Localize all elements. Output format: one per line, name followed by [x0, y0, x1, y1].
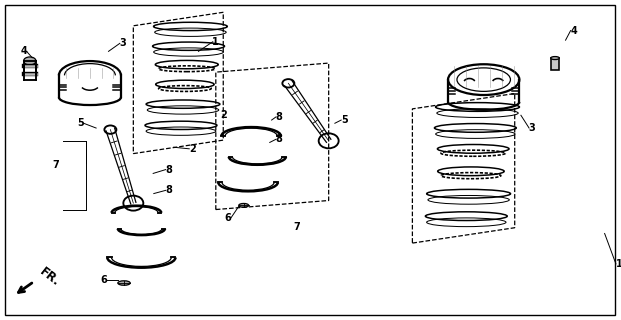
Bar: [551, 58, 560, 70]
Text: 8: 8: [165, 185, 172, 195]
Text: 1: 1: [212, 37, 219, 47]
Text: 8: 8: [165, 164, 172, 175]
Text: 4: 4: [570, 26, 577, 36]
Text: 6: 6: [225, 212, 232, 222]
Text: FR.: FR.: [37, 265, 62, 289]
Text: 2: 2: [189, 144, 196, 154]
Text: 6: 6: [101, 275, 107, 285]
Text: 8: 8: [276, 112, 283, 122]
Text: 5: 5: [77, 118, 84, 128]
Text: 7: 7: [293, 222, 300, 232]
Text: 4: 4: [20, 46, 27, 56]
Text: 2: 2: [220, 110, 227, 120]
Text: 3: 3: [528, 123, 535, 133]
Text: 8: 8: [276, 134, 283, 144]
Ellipse shape: [118, 281, 130, 285]
Ellipse shape: [551, 57, 560, 60]
Ellipse shape: [24, 57, 36, 65]
Text: 1: 1: [615, 259, 621, 269]
Ellipse shape: [238, 204, 248, 207]
Text: 7: 7: [52, 160, 59, 170]
Text: 5: 5: [341, 115, 348, 125]
Text: 3: 3: [119, 38, 126, 48]
